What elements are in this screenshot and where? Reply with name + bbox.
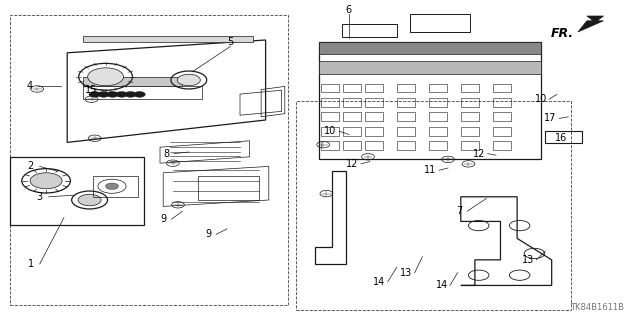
Bar — [429, 98, 447, 107]
Bar — [493, 112, 511, 121]
Bar — [342, 24, 397, 37]
Circle shape — [134, 92, 145, 97]
Bar — [343, 98, 361, 107]
Text: FR.: FR. — [550, 27, 573, 40]
Bar — [321, 127, 339, 136]
Bar — [365, 112, 383, 121]
Bar — [365, 127, 383, 136]
Bar — [83, 86, 202, 99]
Bar — [461, 84, 479, 92]
Text: 17: 17 — [544, 113, 557, 124]
Polygon shape — [578, 16, 604, 32]
Circle shape — [177, 74, 200, 86]
Bar — [343, 141, 361, 150]
Text: 13: 13 — [400, 268, 413, 278]
Circle shape — [89, 92, 100, 97]
Bar — [343, 127, 361, 136]
Circle shape — [106, 183, 118, 189]
Text: 6: 6 — [346, 5, 352, 15]
Text: 7: 7 — [456, 206, 463, 216]
Bar — [461, 127, 479, 136]
Bar — [365, 84, 383, 92]
Bar — [461, 98, 479, 107]
Text: 12: 12 — [346, 159, 358, 169]
Bar — [461, 112, 479, 121]
Text: 14: 14 — [435, 280, 448, 291]
Text: 16: 16 — [555, 133, 568, 143]
Circle shape — [107, 92, 118, 97]
Bar — [493, 98, 511, 107]
Text: 9: 9 — [205, 229, 211, 239]
Bar — [397, 127, 415, 136]
Text: 3: 3 — [36, 192, 43, 202]
Bar — [397, 141, 415, 150]
Bar — [493, 127, 511, 136]
Text: 13: 13 — [522, 255, 534, 265]
Bar — [343, 84, 361, 92]
Text: 14: 14 — [372, 276, 385, 287]
Bar — [83, 77, 182, 86]
Circle shape — [125, 92, 136, 97]
Text: TK84B1611B: TK84B1611B — [570, 303, 624, 312]
Text: 12: 12 — [472, 148, 485, 159]
Bar — [365, 98, 383, 107]
Bar — [319, 61, 541, 74]
Bar — [365, 141, 383, 150]
Text: 8: 8 — [163, 148, 170, 159]
Bar — [429, 127, 447, 136]
Text: 1: 1 — [28, 259, 34, 269]
Bar — [321, 98, 339, 107]
Bar — [397, 84, 415, 92]
Text: 2: 2 — [28, 161, 34, 172]
Text: 4: 4 — [26, 81, 33, 92]
Bar — [321, 84, 339, 92]
Bar — [319, 42, 541, 54]
Bar — [429, 141, 447, 150]
Bar — [321, 141, 339, 150]
Circle shape — [30, 173, 62, 189]
Bar — [343, 112, 361, 121]
Bar — [493, 141, 511, 150]
Bar — [461, 141, 479, 150]
Bar — [83, 36, 253, 42]
Bar — [397, 112, 415, 121]
Bar — [321, 112, 339, 121]
Text: 10: 10 — [534, 94, 547, 104]
Text: 9: 9 — [160, 214, 166, 224]
Circle shape — [88, 68, 124, 86]
Bar — [198, 176, 259, 200]
Bar — [397, 98, 415, 107]
Bar — [429, 84, 447, 92]
Circle shape — [78, 194, 101, 206]
Text: 15: 15 — [85, 84, 98, 95]
Text: 5: 5 — [227, 36, 234, 47]
Circle shape — [116, 92, 127, 97]
Text: 11: 11 — [424, 165, 436, 175]
Bar — [493, 84, 511, 92]
Circle shape — [98, 92, 109, 97]
Bar — [545, 131, 582, 143]
Bar — [410, 14, 470, 32]
Bar — [429, 112, 447, 121]
Text: 10: 10 — [324, 126, 337, 136]
